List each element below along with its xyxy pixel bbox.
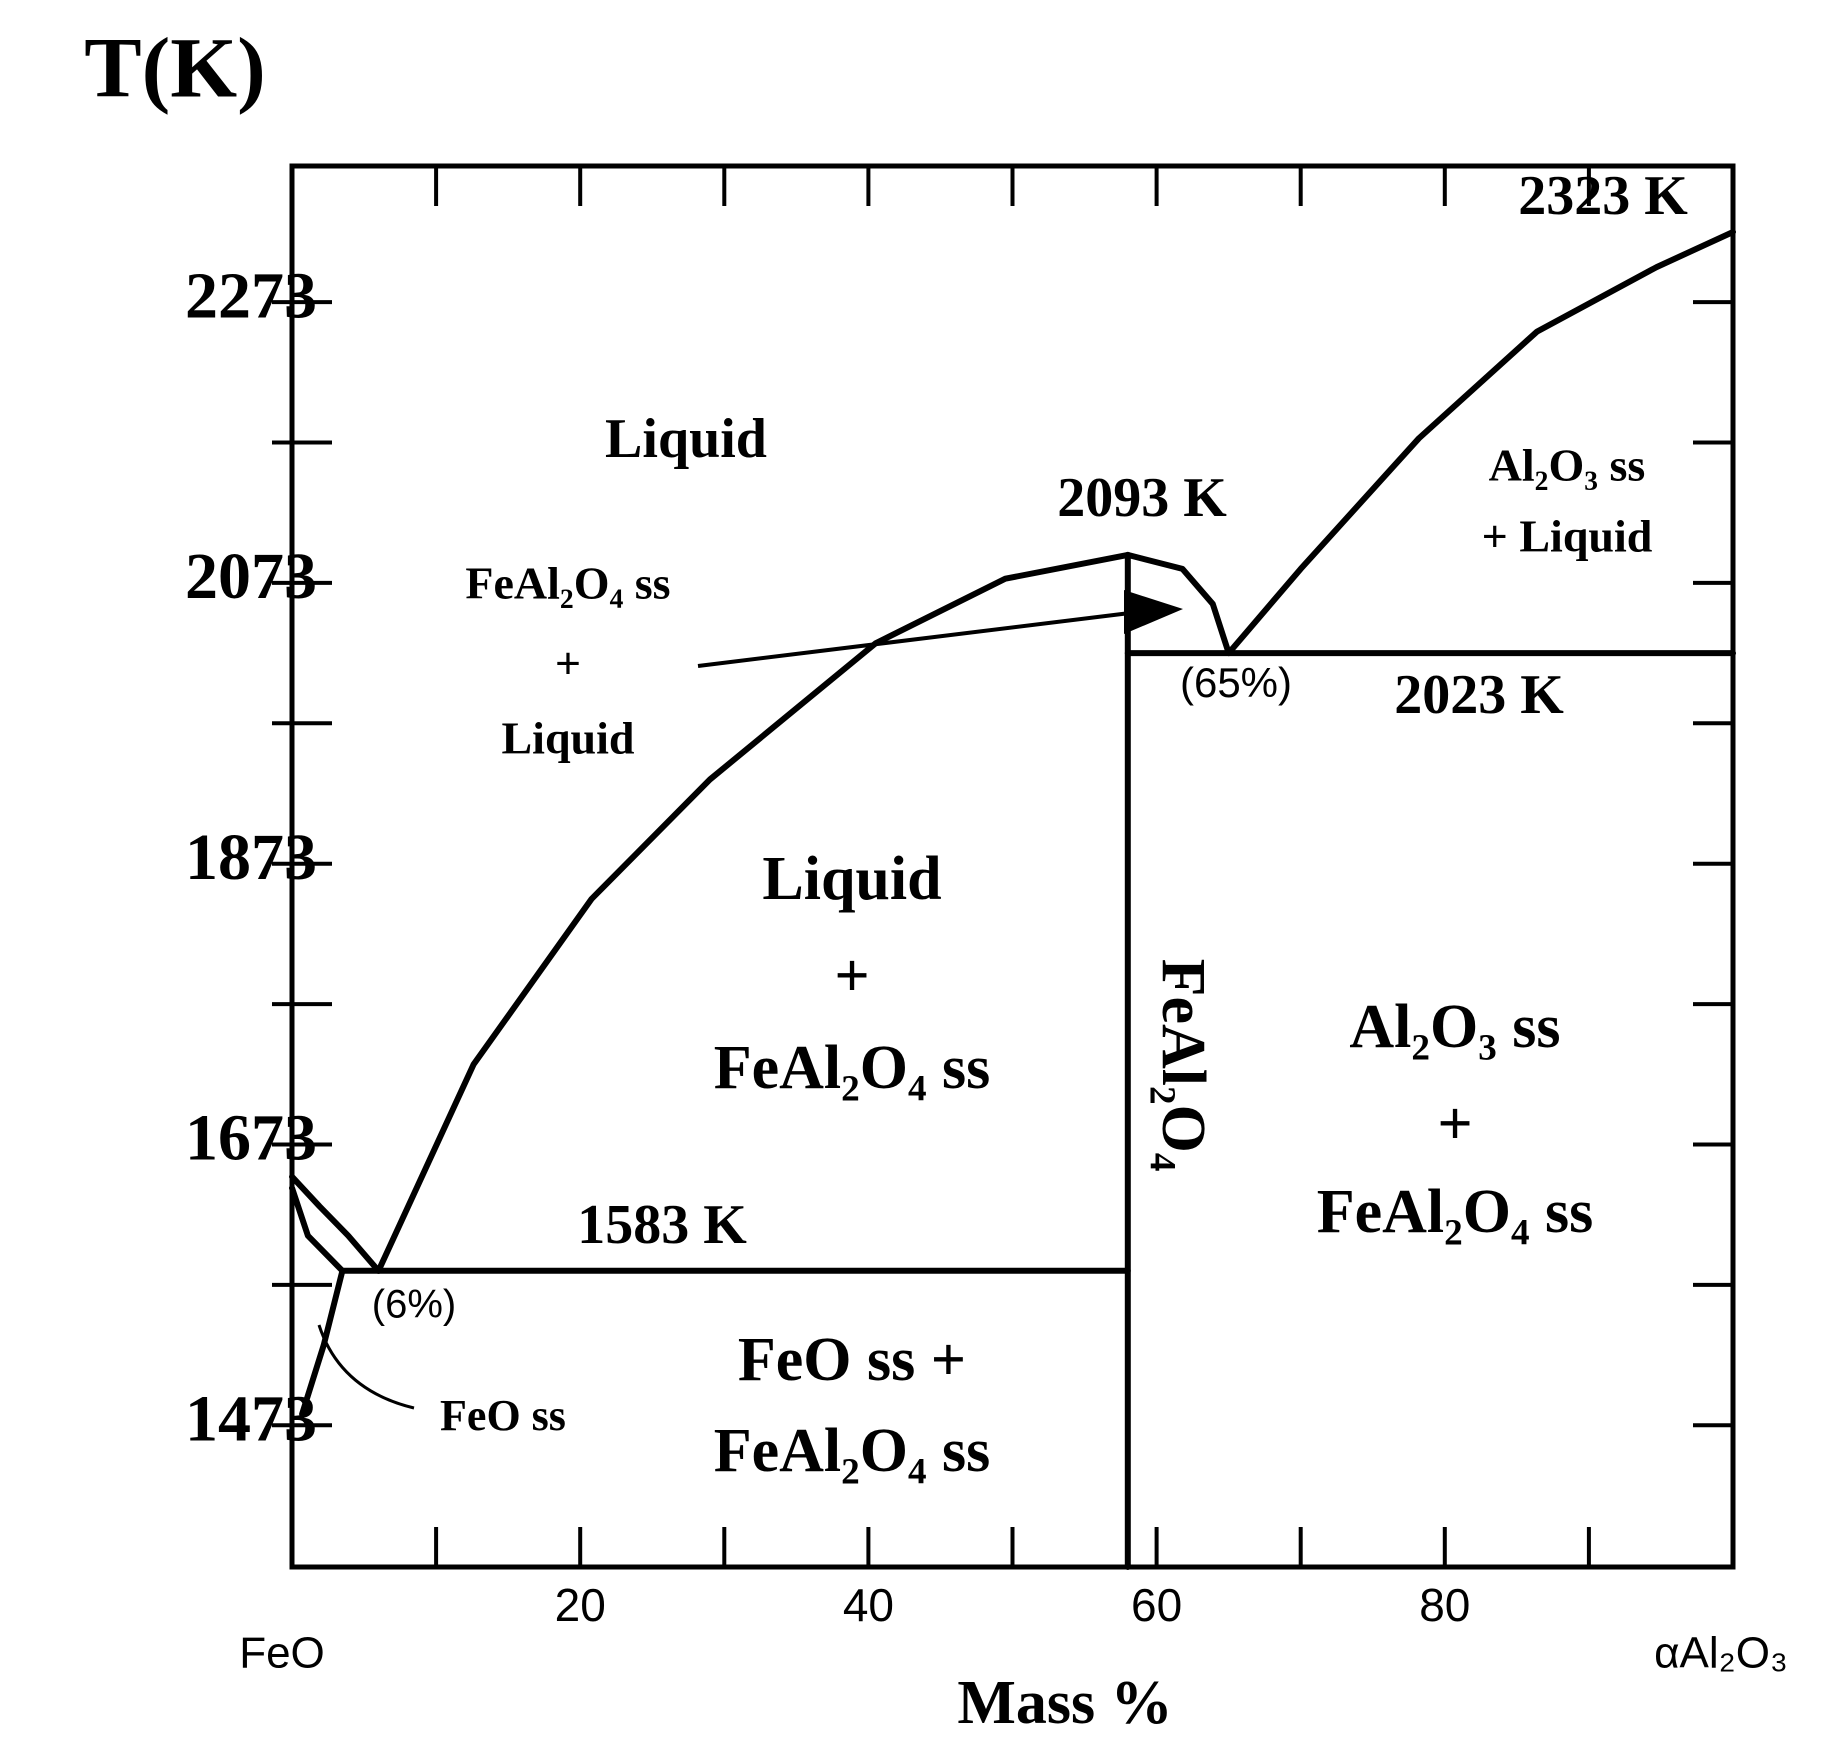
point-label: 2323 K [1518,165,1688,227]
y-tick-label: 2073 [185,540,317,613]
x-tick-label: 20 [555,1579,606,1631]
y-tick-label: 1473 [185,1382,317,1455]
region-label: FeAl₂O₄ ss [1317,1178,1594,1246]
phase-boundary [1124,551,1232,657]
region-label: + [1437,1090,1472,1158]
region-label: FeO ss + [738,1326,966,1394]
y-axis-title: T(K) [84,20,266,116]
region-label: + [555,638,581,689]
region-label: FeAl₂O₄ ss [465,558,670,609]
phase-label: FeAl₂O₄ [1149,959,1217,1172]
region-label: + Liquid [1482,511,1653,562]
phase-boundary [1225,229,1736,657]
region-label: Liquid [502,713,635,764]
x-tick-label: 40 [843,1579,894,1631]
region-label: Liquid [605,408,767,470]
region-label: Liquid [762,845,941,913]
x-end-label: αAl₂O₃ [1654,1629,1788,1678]
region-label: FeAl₂O₄ ss [714,1417,991,1485]
x-tick-label: 60 [1131,1579,1182,1631]
point-label: 1583 K [577,1194,747,1256]
point-label: 2023 K [1394,664,1564,726]
region-label: + [834,942,869,1010]
leader-line [317,1324,415,1410]
plot-frame [289,163,1736,1570]
point-label: (65%) [1180,659,1292,706]
arrow-head [1124,590,1183,634]
x-end-label: FeO [239,1629,325,1678]
region-label: Al₂O₃ ss [1489,440,1646,491]
phase-boundary [289,1173,382,1274]
region-label: Al₂O₃ ss [1349,993,1560,1061]
region-label: FeAl₂O₄ ss [714,1034,991,1102]
point-label: 2093 K [1057,467,1227,529]
phase-boundary [289,1185,346,1274]
region-label: FeO ss [440,1391,566,1440]
y-tick-label: 1873 [185,821,317,894]
pointer-arrow [697,611,1131,668]
point-label: (6%) [372,1283,456,1327]
y-tick-label: 2273 [185,259,317,332]
phase-boundary [299,1267,346,1417]
y-tick-label: 1673 [185,1102,317,1175]
x-axis-title: Mass % [957,1669,1172,1737]
phase-boundary [375,551,1131,1274]
x-tick-label: 80 [1419,1579,1470,1631]
